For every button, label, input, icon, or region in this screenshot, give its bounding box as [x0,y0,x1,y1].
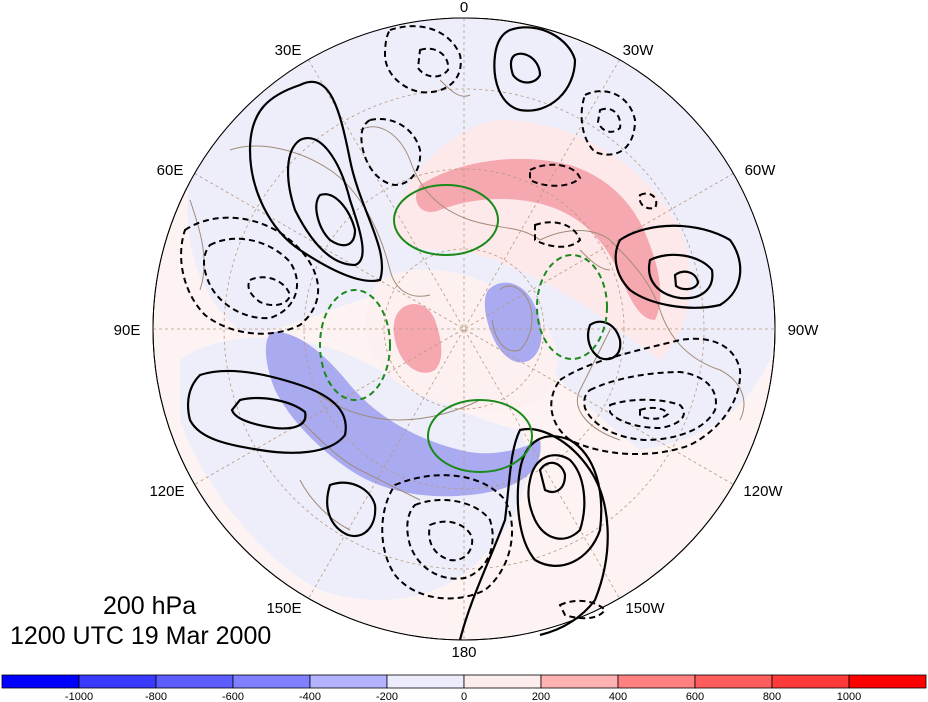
colorbar-bin [386,674,465,689]
graticule [153,18,775,640]
lon-label-60w: 60W [745,162,777,179]
green-solid-contours [393,184,533,473]
colorbar: -1000 -800 -600 -400 -200 0 200 400 600 800 1000 [1,674,927,702]
negative-shade-band [265,331,541,497]
valid-time-label: 1200 UTC 19 Mar 2000 [10,622,272,650]
coastlines [189,79,745,531]
lon-label-0: 0 [460,0,468,16]
negative-contours [180,25,742,620]
colorbar-bin [540,674,619,689]
colorbar-bin [463,674,542,689]
colorbar-bin [617,674,696,689]
lon-label-90w: 90W [788,322,820,339]
colorbar-bin [1,674,80,689]
pressure-level-label: 200 hPa [103,592,197,620]
positive-shade-center [393,304,442,373]
lon-label-30e: 30E [275,42,302,59]
lon-label-120e: 120E [149,483,184,500]
colorbar-bin [155,674,234,689]
lon-label-90e: 90E [114,322,141,339]
colorbar-bin [309,674,388,689]
colorbar-tick-label: 600 [686,691,704,702]
colorbar-tick-label: 200 [532,691,550,702]
green-dashed-contours [319,254,608,401]
lon-label-150w: 150W [625,600,665,617]
positive-shade-band [416,158,661,320]
lon-label-150e: 150E [266,600,301,617]
shading-layer [153,18,775,640]
colorbar-tick-label: -800 [145,691,167,702]
colorbar-bin [848,674,927,689]
colorbar-bin [78,674,157,689]
lon-label-60e: 60E [157,162,184,179]
negative-shade-pole [484,282,542,363]
colorbar-tick-label: 0 [461,691,467,702]
colorbar-tick-label: 400 [609,691,627,702]
colorbar-tick-label: -1000 [65,691,93,702]
colorbar-bin [771,674,850,689]
colorbar-bin [232,674,311,689]
colorbar-tick-label: 800 [763,691,781,702]
colorbar-tick-label: -200 [376,691,398,702]
lon-label-30w: 30W [623,42,655,59]
colorbar-bin [694,674,773,689]
lon-label-120w: 120W [743,483,783,500]
colorbar-tick-label: 1000 [837,691,861,702]
lon-label-180: 180 [451,644,476,661]
colorbar-tick-label: -400 [299,691,321,702]
colorbar-tick-label: -600 [222,691,244,702]
